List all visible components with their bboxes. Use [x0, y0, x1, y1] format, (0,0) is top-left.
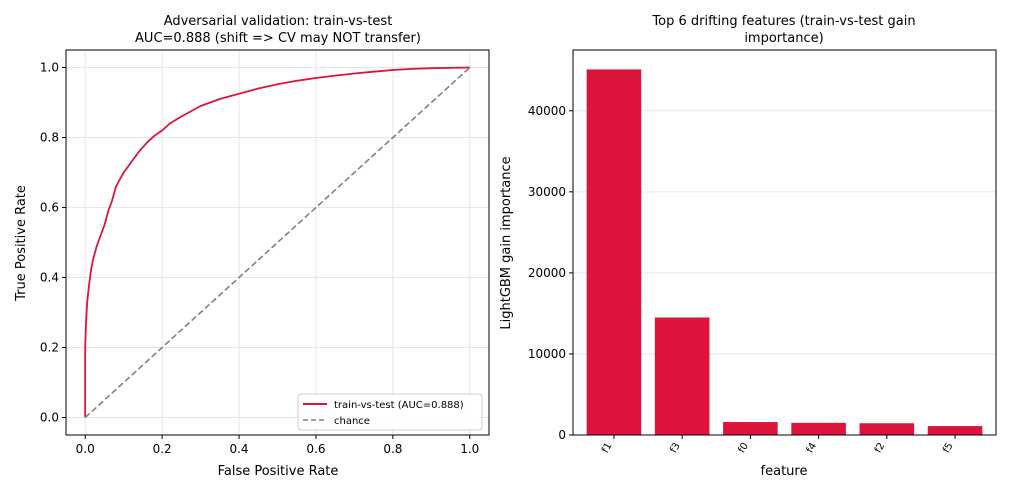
roc-y-axis-label: True Positive Rate [14, 185, 29, 302]
roc-y-ticks: 0.0 0.2 0.4 0.6 0.8 1.0 [40, 61, 66, 425]
importance-y-tick-label: 0 [558, 428, 566, 442]
roc-legend: train-vs-test (AUC=0.888) chance [297, 393, 483, 431]
importance-plot-frame [572, 49, 997, 436]
roc-y-tick-label: 0.6 [40, 201, 59, 215]
importance-x-tick-label: f4 [805, 441, 819, 455]
importance-chart-subtitle: importance) [744, 31, 823, 46]
importance-x-tick-label: f3 [668, 441, 682, 455]
importance-bar-f3 [654, 317, 710, 435]
roc-x-tick-label: 0.8 [383, 442, 402, 456]
roc-x-tick-label: 1.0 [460, 442, 479, 456]
roc-x-axis-label: False Positive Rate [218, 464, 339, 479]
importance-bars [586, 69, 983, 435]
roc-plot-frame [65, 49, 490, 436]
roc-y-tick-label: 0.0 [40, 411, 59, 425]
roc-legend-label-curve: train-vs-test (AUC=0.888) [334, 400, 464, 411]
roc-x-tick-label: 0.0 [76, 442, 95, 456]
roc-y-tick-label: 1.0 [40, 61, 59, 75]
roc-chart-title: Adversarial validation: train-vs-test [164, 14, 393, 29]
importance-x-axis-label: feature [761, 464, 808, 479]
roc-gridlines [66, 50, 489, 435]
roc-series-group [84, 66, 471, 419]
importance-x-tick-label: f1 [600, 441, 614, 455]
importance-bar-f0 [723, 422, 778, 435]
importance-bar-f4 [791, 422, 846, 435]
roc-chart-subtitle: AUC=0.888 (shift => CV may NOT transfer) [135, 31, 421, 46]
importance-y-ticks: 0 10000 20000 30000 40000 [528, 104, 573, 442]
importance-y-tick-label: 20000 [528, 266, 566, 280]
importance-x-tick-label: f5 [941, 441, 955, 455]
roc-y-tick-label: 0.8 [40, 131, 59, 145]
roc-y-tick-label: 0.2 [40, 341, 59, 355]
roc-chart: Adversarial validation: train-vs-test AU… [14, 14, 490, 479]
importance-bar-f2 [859, 423, 915, 435]
importance-y-axis-label: LightGBM gain importance [499, 156, 514, 329]
roc-curve-line [84, 66, 470, 418]
importance-chart-title: Top 6 drifting features (train-vs-test g… [651, 14, 915, 29]
importance-bar-f5 [927, 426, 983, 435]
roc-legend-label-chance: chance [334, 416, 370, 427]
importance-chart: Top 6 drifting features (train-vs-test g… [499, 14, 997, 479]
importance-y-tick-label: 30000 [528, 185, 566, 199]
chance-line [84, 66, 471, 419]
importance-x-tick-label: f2 [873, 441, 887, 455]
importance-y-tick-label: 10000 [528, 347, 566, 361]
importance-x-ticks: f1 f3 f0 f4 f2 f5 [600, 435, 956, 455]
roc-y-tick-label: 0.4 [40, 271, 59, 285]
roc-x-tick-label: 0.6 [306, 442, 325, 456]
roc-legend-box [297, 393, 483, 431]
roc-x-tick-label: 0.4 [229, 442, 248, 456]
importance-x-tick-label: f0 [737, 441, 751, 455]
importance-y-tick-label: 40000 [528, 104, 566, 118]
importance-bar-f1 [586, 69, 642, 435]
roc-x-tick-label: 0.2 [153, 442, 172, 456]
roc-x-ticks: 0.0 0.2 0.4 0.6 0.8 1.0 [76, 435, 479, 456]
